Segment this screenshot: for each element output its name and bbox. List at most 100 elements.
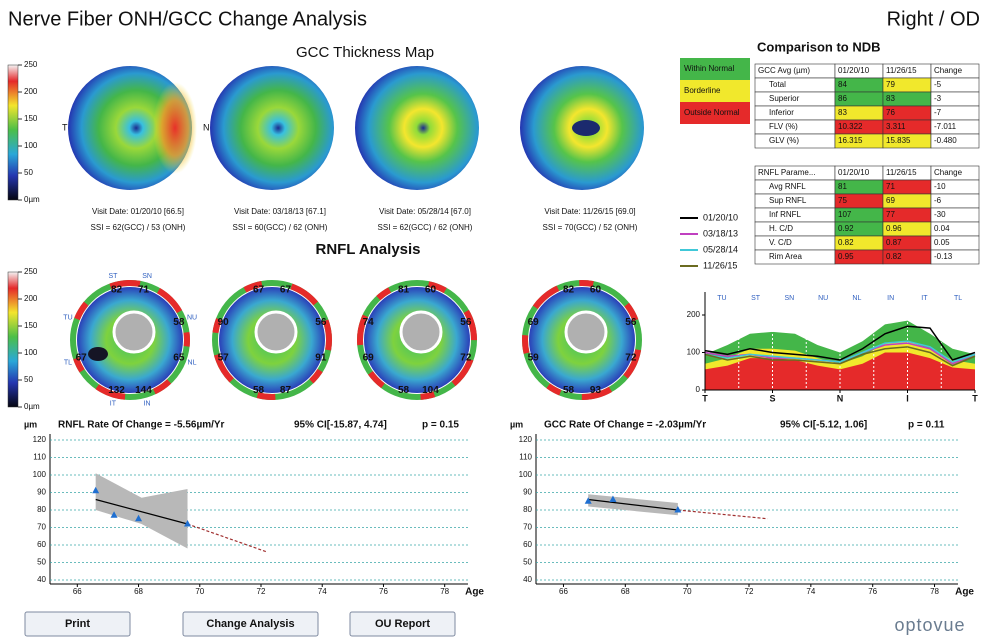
page: { "header": {"title": "Nerve Fiber ONH/G… (0, 0, 984, 638)
sector-value: 58 (173, 317, 185, 328)
chart-p: p = 0.11 (908, 420, 945, 431)
scale-label: 150 (24, 321, 38, 330)
visit-date: Visit Date: 11/26/15 [69.0] (544, 207, 635, 216)
sector-value: 58 (398, 385, 410, 396)
sector-value: 69 (363, 352, 375, 363)
scale-label: 250 (24, 60, 38, 69)
table-value: 83 (886, 94, 895, 103)
table-header: 11/26/15 (886, 66, 917, 75)
gcc-map-center (572, 120, 600, 136)
table-value: -7.011 (934, 122, 957, 131)
table-value: -0.480 (934, 136, 957, 145)
table-value: 77 (886, 210, 895, 219)
table-value: 84 (838, 80, 847, 89)
button[interactable] (350, 612, 455, 636)
y-tick-label: 50 (523, 558, 532, 567)
table-value: 81 (838, 182, 847, 191)
legend-label: Borderline (684, 86, 721, 95)
x-tick-label: 72 (745, 587, 754, 596)
button[interactable] (183, 612, 318, 636)
y-axis-label: µm (510, 419, 523, 429)
sector-name: IT (110, 401, 117, 408)
y-tick-label: 90 (523, 488, 532, 497)
gcc-map-title: GCC Thickness Map (296, 44, 434, 61)
gcc-map (355, 66, 479, 190)
sector-value: 60 (425, 284, 437, 295)
table-header: Change (934, 168, 963, 177)
table-value: 0.82 (838, 238, 854, 247)
table-value: -30 (934, 210, 946, 219)
table-value: -3 (934, 94, 942, 103)
visit-ssi: SSI = 70(GCC) / 52 (ONH) (543, 223, 638, 232)
legend-label: 11/26/15 (703, 260, 737, 270)
chart-ci: 95% CI[-5.12, 1.06] (780, 420, 867, 431)
table-value: 0.82 (886, 252, 902, 261)
sector-value: 59 (528, 352, 540, 363)
button[interactable] (25, 612, 130, 636)
visit-ssi: SSI = 62(GCC) / 62 (ONH) (378, 223, 473, 232)
table-value: 3.311 (886, 122, 906, 131)
sector-tick: TU (717, 295, 726, 302)
x-tick-label: 76 (868, 587, 877, 596)
table-header: 11/26/15 (886, 168, 917, 177)
table-value: 71 (886, 182, 895, 191)
sector-value: 104 (422, 385, 439, 396)
table-value: H. C/D (769, 224, 793, 233)
nasal-label: N (203, 122, 210, 132)
x-tick-label: 68 (134, 587, 143, 596)
x-tick-label: 72 (257, 587, 266, 596)
table-value: 10.322 (838, 122, 863, 131)
y-tick-label: 80 (37, 505, 46, 514)
scale-label: 100 (24, 141, 38, 150)
scale-label: 100 (24, 348, 38, 357)
confidence-band (96, 473, 188, 548)
x-tick-label: S (769, 393, 775, 403)
sector-value: 58 (563, 385, 575, 396)
sector-value: 69 (528, 317, 540, 328)
y-tick-label: 120 (519, 435, 533, 444)
optic-disc (114, 312, 154, 352)
sector-name: SN (142, 273, 152, 280)
table-header: 01/20/10 (838, 66, 870, 75)
sector-value: 56 (625, 317, 637, 328)
sector-value: 58 (253, 385, 265, 396)
visit-date: Visit Date: 01/20/10 [66.5] (92, 207, 184, 216)
x-tick-label: 74 (806, 587, 815, 596)
trend-line (188, 524, 268, 552)
table-value: FLV (%) (769, 122, 798, 131)
x-tick-label: 70 (195, 587, 204, 596)
y-tick-label: 60 (37, 540, 46, 549)
x-tick-label: 70 (683, 587, 692, 596)
sector-tick: SN (785, 295, 795, 302)
legend-label: 05/28/14 (703, 244, 738, 254)
color-scale (8, 65, 18, 200)
y-tick-label: 70 (37, 523, 46, 532)
sector-name: IN (144, 401, 151, 408)
sector-name: NL (188, 359, 197, 366)
sector-name: TL (64, 359, 72, 366)
sector-value: 67 (280, 284, 292, 295)
eye-label: Right / OD (887, 8, 980, 30)
scale-label: 0µm (24, 402, 40, 411)
table-value: -10 (934, 182, 946, 191)
optic-disc (566, 312, 606, 352)
table-value: 0.92 (838, 224, 854, 233)
table-value: Rim Area (769, 252, 802, 261)
legend-label: 03/18/13 (703, 228, 738, 238)
y-tick-label: 80 (523, 505, 532, 514)
visit-ssi: SSI = 60(GCC) / 62 (ONH) (233, 223, 328, 232)
table-value: Total (769, 80, 786, 89)
y-tick-label: 120 (33, 435, 47, 444)
table-value: -7 (934, 108, 942, 117)
sector-value: 72 (460, 352, 472, 363)
scale-label: 200 (24, 294, 38, 303)
scale-label: 50 (24, 168, 33, 177)
y-tick-label: 40 (523, 575, 532, 584)
chart-ci: 95% CI[-15.87, 4.74] (294, 420, 387, 431)
sector-tick: IN (887, 295, 894, 302)
visit-ssi: SSI = 62(GCC) / 53 (ONH) (91, 223, 186, 232)
page-title: Nerve Fiber ONH/GCC Change Analysis (8, 8, 367, 30)
sector-value: 56 (315, 317, 327, 328)
y-tick-label: 110 (33, 453, 46, 462)
sector-value: 65 (173, 352, 185, 363)
